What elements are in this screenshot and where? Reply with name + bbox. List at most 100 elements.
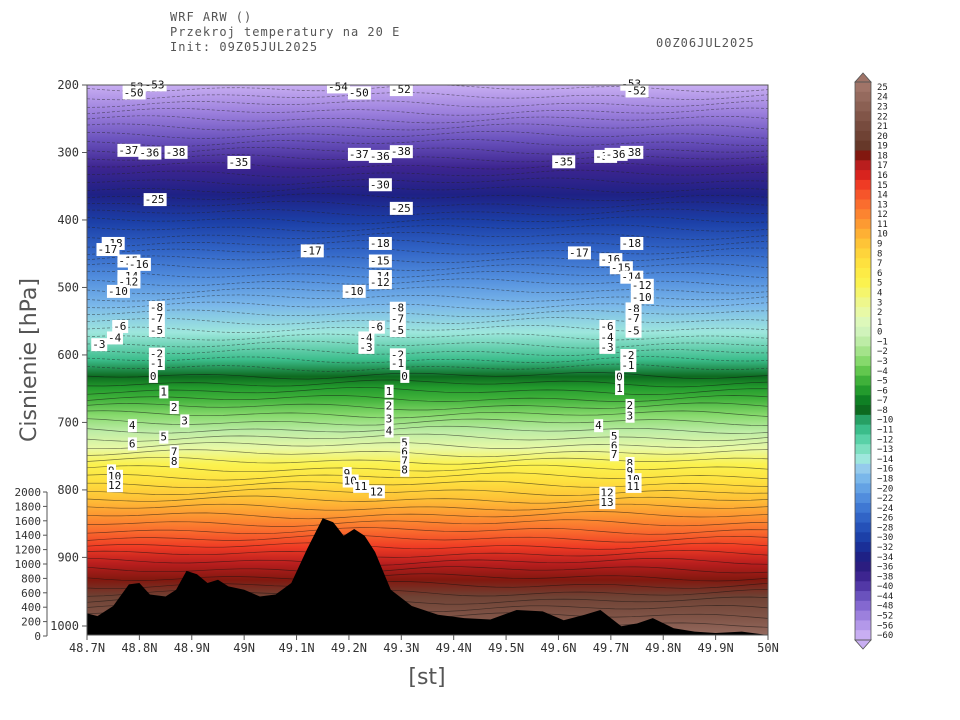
contour-label: -38: [164, 145, 188, 159]
isotherm-line: [87, 511, 768, 520]
contour-label: -35: [227, 155, 251, 169]
height-tick-label: 1400: [15, 529, 42, 542]
contour-label: 8: [625, 456, 635, 470]
colorbar-swatch: [855, 591, 871, 602]
colorbar-swatch: [855, 385, 871, 396]
contour-label: -50: [122, 86, 146, 100]
contour-label-text: -3: [359, 341, 372, 354]
contour-label: -4: [599, 330, 616, 344]
contour-label: 0: [400, 369, 410, 383]
colorbar-tick-label: −16: [877, 465, 893, 475]
colorbar-tick-label: 19: [877, 142, 888, 152]
isotherm-line: [87, 208, 768, 217]
contour-label: -37: [347, 147, 371, 161]
isotherm-line: [87, 286, 768, 295]
contour-label: -36: [368, 149, 392, 163]
colorbar-swatch: [855, 532, 871, 543]
colorbar-tick-label: −44: [877, 592, 893, 602]
colorbar-swatch: [855, 248, 871, 259]
contour-label: -3: [599, 340, 616, 354]
colorbar-swatch: [855, 454, 871, 465]
contour-label-text: 6: [401, 445, 408, 458]
contour-label-text: 5: [401, 437, 408, 450]
contour-label: 2: [169, 400, 179, 414]
isotherm-line: [87, 386, 768, 395]
contour-label: -7: [625, 311, 642, 325]
terrain-silhouette: [87, 518, 768, 635]
colorbar-swatch: [855, 620, 871, 631]
contour-label-text: 3: [627, 410, 634, 423]
contour-label-text: -38: [391, 145, 411, 158]
colorbar-swatch: [855, 307, 871, 318]
contour-label-text: -17: [569, 246, 589, 259]
contour-label-text: 0: [150, 370, 157, 383]
isotherm-lines: [87, 85, 768, 628]
isotherm-line: [87, 542, 768, 550]
colorbar-tick-label: 13: [877, 200, 888, 210]
height-tick-label: 600: [21, 587, 41, 600]
valid-time: 00Z06JUL2025: [656, 36, 755, 50]
isotherm-line: [87, 169, 768, 178]
colorbar-tick-label: 5: [877, 279, 882, 289]
x-tick-label: 48.8N: [121, 641, 157, 655]
contour-label-text: -50: [349, 86, 369, 99]
contour-label: -25: [143, 193, 167, 207]
isotherm-line: [87, 270, 768, 279]
contour-label-text: 2: [171, 401, 178, 414]
contour-label-text: -36: [606, 148, 626, 161]
contour-label-text: 7: [611, 448, 618, 461]
contour-label-text: 3: [181, 414, 188, 427]
contour-label-text: 11: [627, 480, 640, 493]
contour-label-text: -8: [150, 301, 163, 314]
isotherm-line: [87, 107, 768, 116]
contour-label-text: 13: [600, 496, 613, 509]
height-tick-label: 1800: [15, 500, 42, 513]
contour-label: -17: [300, 244, 324, 258]
contour-label: -52: [389, 83, 413, 97]
isotherm-line: [87, 418, 768, 426]
colorbar-tick-label: −18: [877, 474, 893, 484]
contour-label: -1: [148, 357, 165, 371]
isotherm-line: [87, 442, 768, 450]
contour-label: 1: [384, 384, 394, 398]
contour-label-text: 4: [129, 419, 136, 432]
colorbar-tick-label: −20: [877, 484, 893, 494]
colorbar-tick-label: −1: [877, 337, 888, 347]
isotherm-line: [87, 549, 768, 558]
contour-label: -16: [127, 257, 151, 271]
contour-label-text: 12: [108, 479, 121, 492]
y-tick-label: 200: [57, 78, 79, 92]
isotherm-line: [87, 363, 768, 372]
contour-label-text: -10: [632, 291, 652, 304]
colorbar-tick-label: −32: [877, 543, 893, 553]
contour-label-text: -12: [370, 276, 390, 289]
isotherm-line: [87, 317, 768, 325]
contour-label-text: -2: [621, 349, 634, 362]
contour-label: -1: [620, 359, 637, 373]
colorbar-swatch: [855, 600, 871, 612]
colorbar-tick-label: −7: [877, 396, 888, 406]
colorbar-tick-label: −11: [877, 426, 893, 436]
colorbar-tick-label: −38: [877, 572, 893, 582]
colorbar-tick-label: 22: [877, 112, 888, 122]
contour-label-text: -25: [145, 193, 165, 206]
contour-label: 3: [180, 414, 190, 428]
x-tick-label: 49.7N: [593, 641, 629, 655]
colorbar-swatch: [855, 561, 871, 572]
colorbar-tick-label: −40: [877, 582, 893, 592]
contour-label: 12: [368, 485, 385, 499]
contour-label: -54: [326, 80, 350, 94]
colorbar-tick-label: −48: [877, 602, 893, 612]
contour-label-text: -52: [391, 83, 411, 96]
contour-label-text: 12: [370, 485, 383, 498]
contour-label: 4: [127, 419, 137, 433]
contour-label: 7: [609, 448, 619, 462]
colorbar-swatch: [855, 170, 871, 181]
x-tick-label: 48.7N: [69, 641, 105, 655]
colorbar-swatch: [855, 121, 871, 132]
contour-label-text: 8: [627, 457, 634, 470]
isotherm-line: [87, 177, 768, 186]
contour-label: 11: [625, 479, 642, 493]
